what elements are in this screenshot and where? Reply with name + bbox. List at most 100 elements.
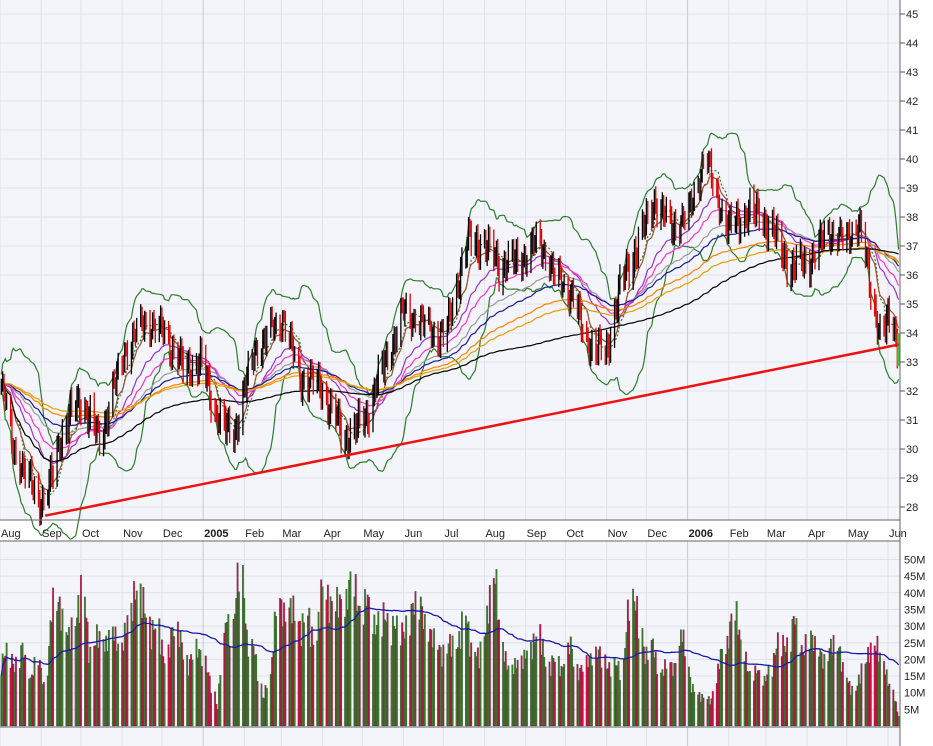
volume-bar — [52, 587, 54, 727]
month-label: 2005 — [204, 528, 228, 540]
volume-bar — [451, 635, 454, 727]
volume-ma-line — [0, 607, 900, 677]
volume-bar — [507, 665, 510, 727]
price-bars — [0, 148, 901, 527]
volume-bar — [656, 674, 658, 727]
volume-bar — [265, 688, 268, 727]
volume-bar — [33, 657, 36, 727]
volume-bar — [275, 615, 277, 727]
volume-bar — [89, 646, 92, 727]
price-tick-label: 32 — [906, 386, 918, 398]
volume-bar — [702, 697, 705, 727]
volume-bar — [293, 620, 296, 727]
month-label: Aug — [485, 528, 505, 540]
month-label: Feb — [245, 528, 264, 540]
month-label: Aug — [1, 528, 21, 540]
volume-tick-label: 40M — [904, 588, 925, 600]
volume-bar — [349, 571, 352, 727]
volume-moving-average — [0, 607, 900, 677]
support-trendline — [44, 343, 899, 517]
volume-bar — [219, 675, 222, 727]
volume-bar — [544, 666, 547, 727]
volume-bar — [303, 622, 305, 727]
volume-bar — [637, 638, 640, 727]
volume-bar — [284, 621, 287, 727]
volume-bar — [823, 654, 826, 727]
volume-bar — [749, 670, 751, 727]
volume-bar — [498, 619, 500, 727]
month-label: Dec — [163, 528, 183, 540]
volume-tick-label: 30M — [904, 621, 925, 633]
volume-bar — [61, 608, 64, 727]
price-tick-label: 45 — [906, 9, 918, 21]
volume-bar — [423, 613, 426, 727]
volume-bar — [628, 620, 631, 727]
month-label: May — [848, 528, 869, 540]
volume-tick-label: 50M — [904, 555, 925, 567]
month-label: Nov — [123, 528, 143, 540]
month-label: Jun — [405, 528, 423, 540]
sma-200-line — [0, 248, 899, 463]
month-label: Jun — [889, 528, 907, 540]
volume-bar — [730, 613, 733, 727]
volume-bar — [210, 692, 212, 727]
price-tick-label: 31 — [906, 415, 918, 427]
month-label: Oct — [82, 528, 99, 540]
volume-tick-label: 15M — [904, 671, 925, 683]
volume-bar — [795, 618, 798, 727]
price-tick-label: 41 — [906, 125, 918, 137]
volume-bar — [135, 590, 138, 727]
price-tick-label: 44 — [906, 38, 918, 50]
month-label: 2006 — [689, 528, 713, 540]
volume-bar — [98, 631, 101, 727]
volume-tick-label: 35M — [904, 604, 925, 616]
price-tick-label: 29 — [906, 473, 918, 485]
volume-bar — [526, 650, 528, 727]
month-label: Sep — [42, 528, 62, 540]
volume-bar — [386, 613, 389, 727]
volume-tick-label: 45M — [904, 571, 925, 583]
volume-bar — [228, 645, 231, 727]
volume-tick-label: 25M — [904, 638, 925, 650]
volume-bar — [776, 632, 779, 727]
volume-bar — [145, 617, 147, 727]
month-label: Feb — [730, 528, 749, 540]
month-label: Apr — [324, 528, 341, 540]
volume-tick-label: 5M — [904, 704, 919, 716]
volume-bar — [721, 649, 723, 727]
volume-bar — [535, 636, 538, 727]
volume-bar — [804, 634, 807, 727]
price-tick-label: 30 — [906, 444, 918, 456]
volume-bar — [516, 660, 519, 727]
volume-bar — [405, 615, 408, 727]
price-tick-label: 38 — [906, 212, 918, 224]
volume-bar — [256, 681, 259, 727]
volume-bar — [786, 637, 789, 727]
volume-bar — [739, 639, 742, 727]
volume-bar — [609, 676, 612, 727]
price-tick-label: 28 — [906, 502, 918, 514]
volume-bar — [841, 662, 844, 727]
volume-bar — [80, 574, 82, 727]
volume-bar — [479, 641, 482, 727]
volume-bar — [247, 656, 250, 727]
volume-bar — [646, 660, 649, 727]
volume-bar — [767, 664, 770, 727]
volume-bar — [461, 611, 463, 727]
month-label: Oct — [566, 528, 583, 540]
volume-bar — [851, 685, 854, 727]
price-tick-label: 33 — [906, 357, 918, 369]
volume-bar — [117, 643, 120, 727]
volume-bar — [126, 615, 129, 727]
month-label: Dec — [647, 528, 667, 540]
volume-bar — [563, 664, 566, 727]
volume-bar — [684, 656, 686, 727]
volume-tick-label: 10M — [904, 688, 925, 700]
volume-bar — [377, 611, 380, 727]
volume-bar — [200, 666, 203, 727]
volume-bar — [330, 601, 333, 727]
month-label: May — [363, 528, 384, 540]
volume-bar — [312, 644, 315, 727]
